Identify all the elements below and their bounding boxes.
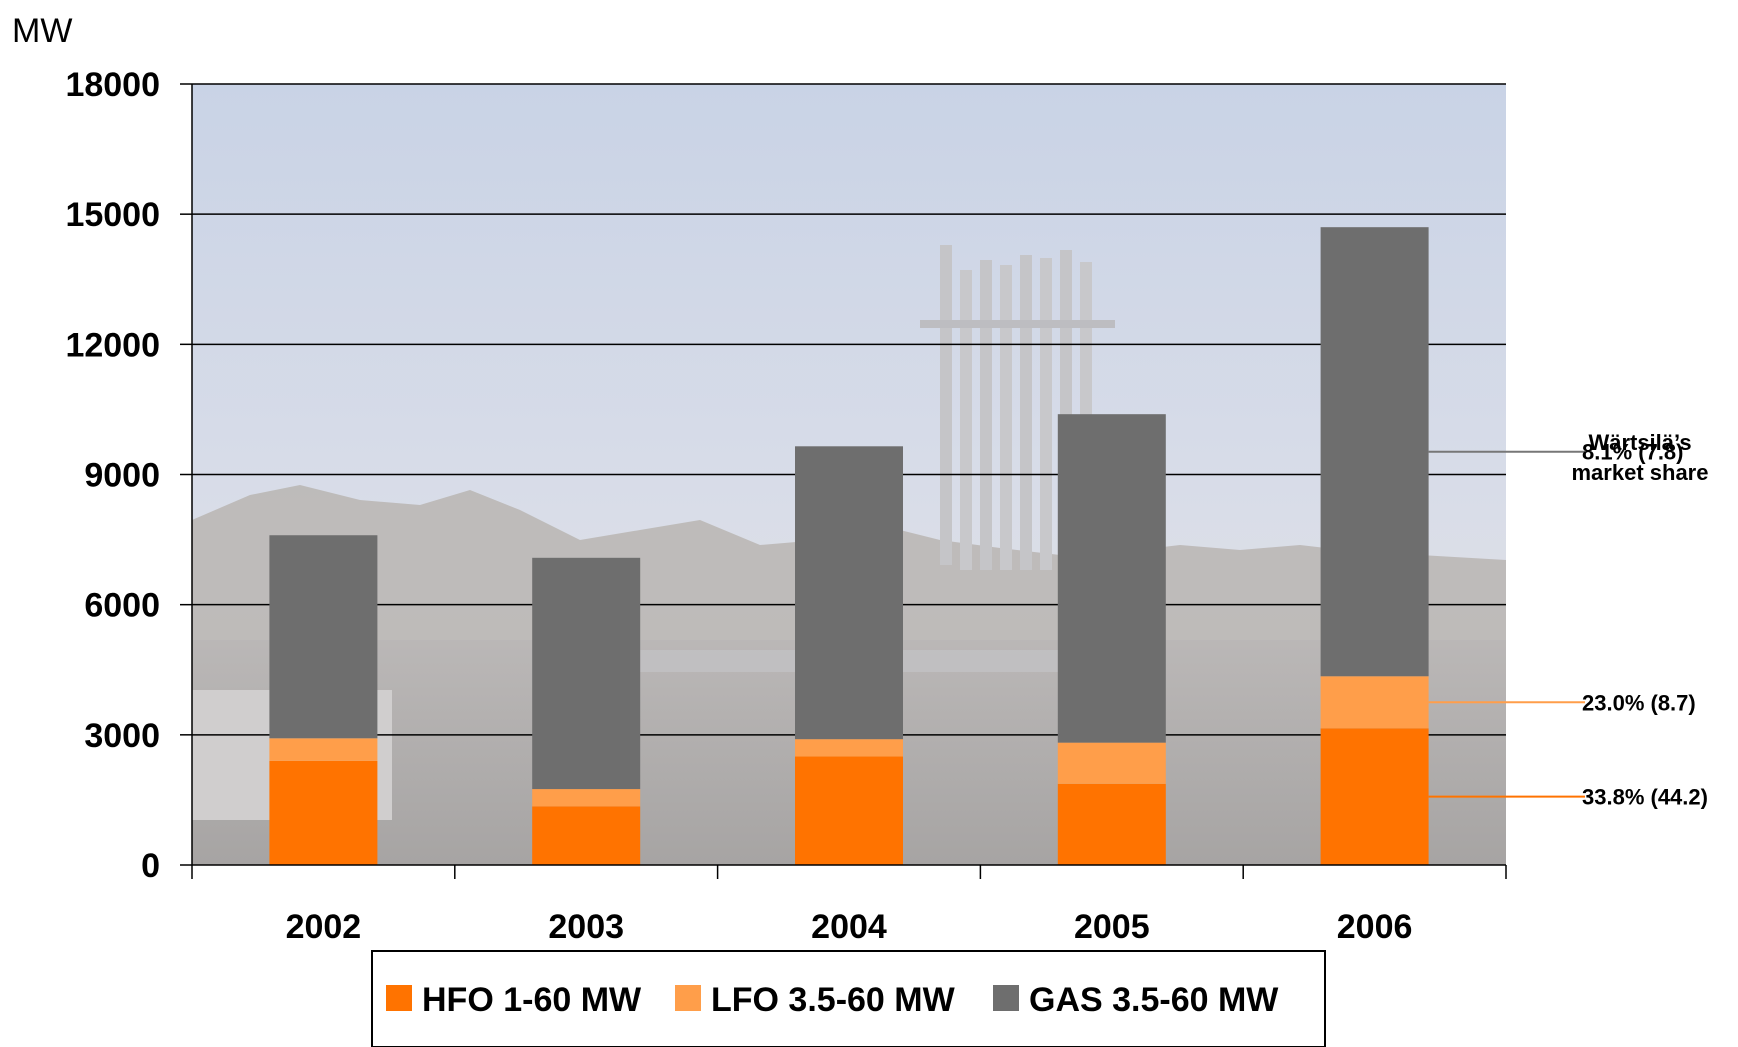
- y-tick-label: 3000: [84, 717, 160, 755]
- market-share-title-line2: market share: [1572, 460, 1709, 485]
- legend-swatch: [675, 985, 701, 1011]
- x-tick-label: 2003: [548, 908, 624, 946]
- bar-segment: [1057, 414, 1166, 743]
- legend-swatch: [386, 985, 412, 1011]
- bar-segment: [532, 806, 641, 865]
- y-tick-label: 0: [141, 847, 160, 885]
- bar-segment: [795, 739, 903, 757]
- y-tick-label: 6000: [84, 587, 160, 625]
- bar-segment: [795, 446, 903, 740]
- x-tick-label: 2002: [286, 908, 362, 946]
- bar-segment: [795, 756, 903, 865]
- bar-segment: [269, 760, 378, 865]
- legend: HFO 1-60 MW LFO 3.5-60 MW GAS 3.5-60 MW: [371, 950, 1326, 1047]
- bar-segment: [1057, 783, 1166, 865]
- market-share-label: 8.1% (7.8): [1582, 440, 1684, 465]
- y-tick-label: 12000: [65, 326, 160, 364]
- legend-label: HFO 1-60 MW: [422, 981, 642, 1019]
- legend-box: [371, 950, 1326, 1047]
- legend-label: LFO 3.5-60 MW: [711, 981, 956, 1019]
- market-share-label: 33.8% (44.2): [1582, 785, 1708, 810]
- y-tick-label: 9000: [84, 457, 160, 495]
- bar-segment: [269, 535, 378, 739]
- x-tick-label: 2004: [811, 908, 887, 946]
- bar-segment: [532, 789, 641, 807]
- bar-segment: [532, 557, 641, 790]
- y-unit-label: MW: [12, 12, 72, 50]
- bars: [269, 227, 1429, 865]
- market-share-label: 23.0% (8.7): [1582, 690, 1696, 715]
- axes: [180, 83, 1507, 879]
- legend-swatch: [993, 985, 1019, 1011]
- legend-label: GAS 3.5-60 MW: [1029, 981, 1279, 1019]
- bar-segment: [1320, 676, 1429, 729]
- market-share-annotations: Wärtsilä’s market share 8.1% (7.8) 23.0% …: [1428, 430, 1709, 810]
- market-share-title-line1: Wärtsilä’s: [1588, 430, 1691, 455]
- y-tick-labels: 0 3000 6000 9000 12000 15000 18000: [65, 66, 160, 885]
- y-tick-label: 15000: [65, 196, 160, 234]
- bar-segment: [269, 738, 378, 761]
- x-tick-labels: 2002 2003 2004 2005 2006: [286, 908, 1413, 946]
- x-tick-label: 2005: [1074, 908, 1150, 946]
- bar-segment: [1320, 728, 1429, 865]
- bar-segment: [1057, 742, 1166, 784]
- bar-segment: [1320, 227, 1429, 677]
- x-tick-label: 2006: [1337, 908, 1413, 946]
- y-tick-label: 18000: [65, 66, 160, 104]
